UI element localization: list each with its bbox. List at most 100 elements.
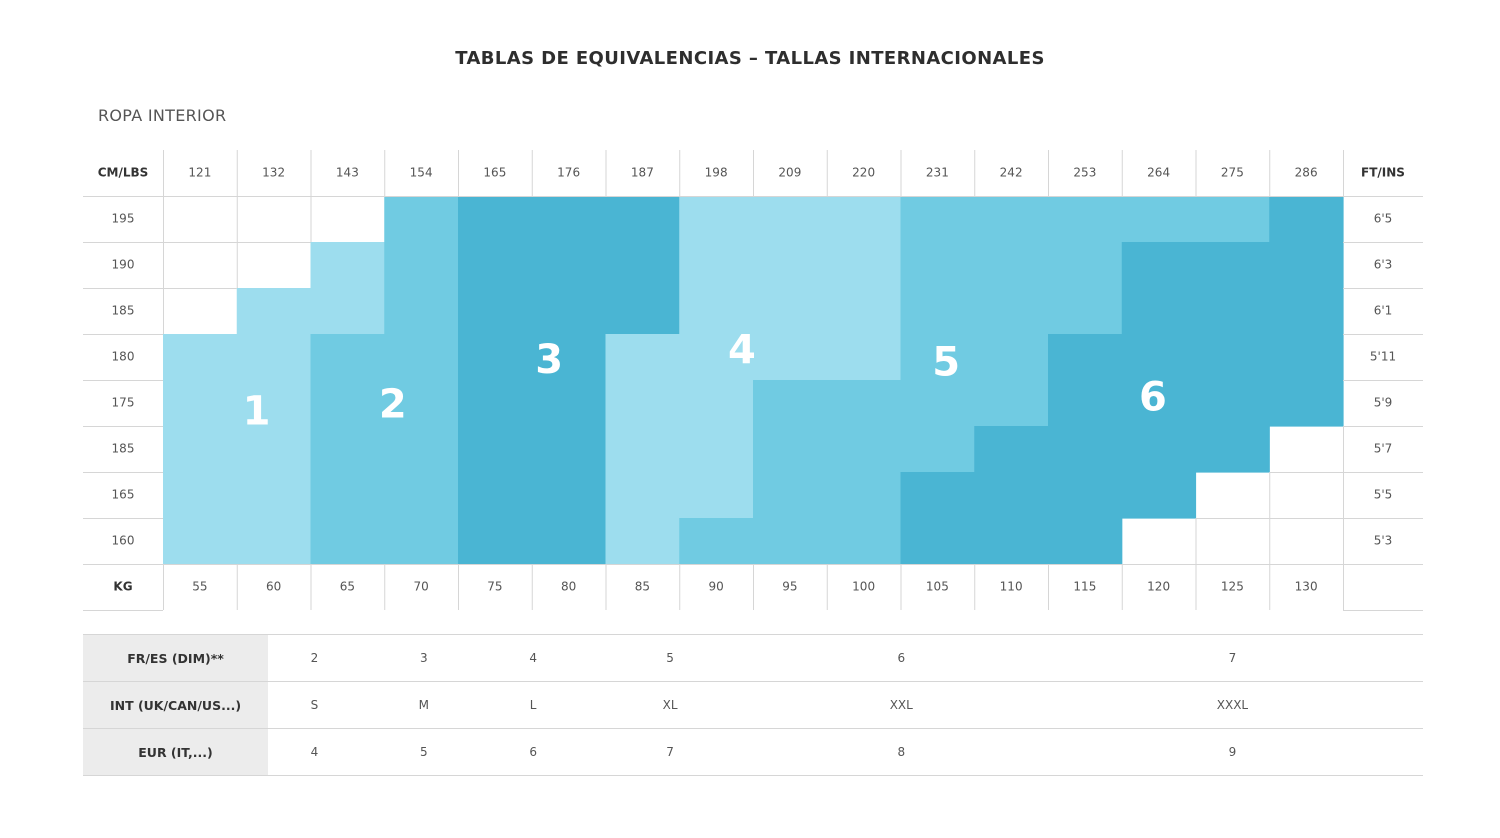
size-region-label: 6 <box>1139 374 1167 420</box>
equivalence-value: 2 <box>268 634 361 682</box>
size-cell <box>531 242 607 289</box>
lbs-tick-label: 187 <box>631 166 654 180</box>
size-cell <box>1048 196 1123 243</box>
cm-tick-label: 185 <box>112 442 135 456</box>
size-cell <box>384 288 459 335</box>
corner-top-label: CM/LBS <box>98 166 149 180</box>
ft-tick-label: 5'9 <box>1374 396 1393 410</box>
size-cell <box>1048 472 1123 519</box>
size-cell <box>826 288 902 335</box>
size-cell <box>1121 472 1197 519</box>
size-cell <box>974 472 1049 519</box>
size-cell <box>900 380 975 427</box>
ft-tick-label: 6'5 <box>1374 212 1393 226</box>
size-cell <box>458 380 533 427</box>
size-cell <box>458 242 533 289</box>
size-cell <box>531 196 607 243</box>
kg-tick-label: 115 <box>1073 580 1096 594</box>
cm-tick-label: 185 <box>112 304 135 318</box>
kg-tick-label: 60 <box>266 580 281 594</box>
size-cell <box>753 196 828 243</box>
page-title: TABLAS DE EQUIVALENCIAS – TALLAS INTERNA… <box>455 48 1045 69</box>
size-cell <box>826 472 902 519</box>
kg-tick-label: 105 <box>926 580 949 594</box>
size-cell <box>605 380 680 427</box>
size-cell <box>1269 288 1344 335</box>
size-cell <box>679 288 754 335</box>
cm-tick-label: 190 <box>112 258 135 272</box>
size-cell <box>458 196 533 243</box>
ft-tick-label: 5'7 <box>1374 442 1393 456</box>
size-cell <box>900 518 975 565</box>
ft-tick-label: 5'11 <box>1370 350 1396 364</box>
equivalence-value: 4 <box>268 728 361 776</box>
size-cell <box>900 334 975 381</box>
cm-tick-label: 175 <box>112 396 135 410</box>
ft-tick-label: 5'5 <box>1374 488 1393 502</box>
size-cell <box>974 196 1049 243</box>
size-cell <box>974 334 1049 381</box>
equivalence-row-label: INT (UK/CAN/US...) <box>83 681 268 729</box>
size-cell <box>1121 380 1197 427</box>
size-cell <box>826 380 902 427</box>
size-cell <box>384 426 459 473</box>
size-cell <box>310 380 385 427</box>
equivalence-value: 7 <box>1041 634 1423 682</box>
lbs-tick-label: 209 <box>778 166 801 180</box>
lbs-tick-label: 275 <box>1221 166 1244 180</box>
size-cell <box>900 472 975 519</box>
equivalence-value: XXL <box>760 681 1042 729</box>
size-cell <box>384 518 459 565</box>
size-cell <box>1048 380 1123 427</box>
lbs-tick-label: 220 <box>852 166 875 180</box>
size-cell <box>384 334 459 381</box>
size-cell <box>605 196 680 243</box>
size-cell <box>974 518 1049 565</box>
equivalence-table: FR/ES (DIM)** 2 3 4 5 6 7 INT (UK/CAN/US...) S M L… <box>83 634 1423 776</box>
kg-tick-label: 120 <box>1147 580 1170 594</box>
size-cell <box>1269 242 1344 289</box>
kg-tick-label: 95 <box>782 580 797 594</box>
size-cell <box>1048 334 1123 381</box>
size-cell <box>1121 334 1197 381</box>
ft-tick-label: 6'1 <box>1374 304 1393 318</box>
size-cell <box>310 334 385 381</box>
lbs-tick-label: 176 <box>557 166 580 180</box>
kg-tick-label: 85 <box>635 580 650 594</box>
size-cell <box>384 242 459 289</box>
size-cell <box>163 426 238 473</box>
size-cell <box>458 334 533 381</box>
size-cell <box>531 518 607 565</box>
size-cell <box>679 472 754 519</box>
size-cell <box>236 334 312 381</box>
cm-tick-label: 160 <box>112 534 135 548</box>
size-cell <box>605 518 680 565</box>
size-cell <box>1269 334 1344 381</box>
corner-bottom-label: KG <box>113 580 132 594</box>
size-region-label: 2 <box>379 382 407 428</box>
equivalence-value: 8 <box>760 728 1042 776</box>
size-cell <box>1048 426 1123 473</box>
size-cell <box>531 426 607 473</box>
size-cell <box>1121 242 1197 289</box>
size-cell <box>531 472 607 519</box>
cm-tick-label: 195 <box>112 212 135 226</box>
lbs-tick-label: 121 <box>188 166 211 180</box>
equivalence-value: XXXL <box>1041 681 1423 729</box>
lbs-tick-label: 231 <box>926 166 949 180</box>
size-cell <box>1195 380 1270 427</box>
size-cell <box>753 380 828 427</box>
size-cell <box>384 196 459 243</box>
size-cell <box>679 518 754 565</box>
size-cell <box>531 288 607 335</box>
equivalence-value: 6 <box>486 728 580 776</box>
size-cell <box>974 426 1049 473</box>
kg-tick-label: 90 <box>708 580 723 594</box>
size-cell <box>1195 242 1270 289</box>
ft-tick-label: 6'3 <box>1374 258 1393 272</box>
size-cell <box>605 426 680 473</box>
size-cell <box>310 472 385 519</box>
equivalence-value: M <box>360 681 487 729</box>
size-cell <box>679 334 754 381</box>
